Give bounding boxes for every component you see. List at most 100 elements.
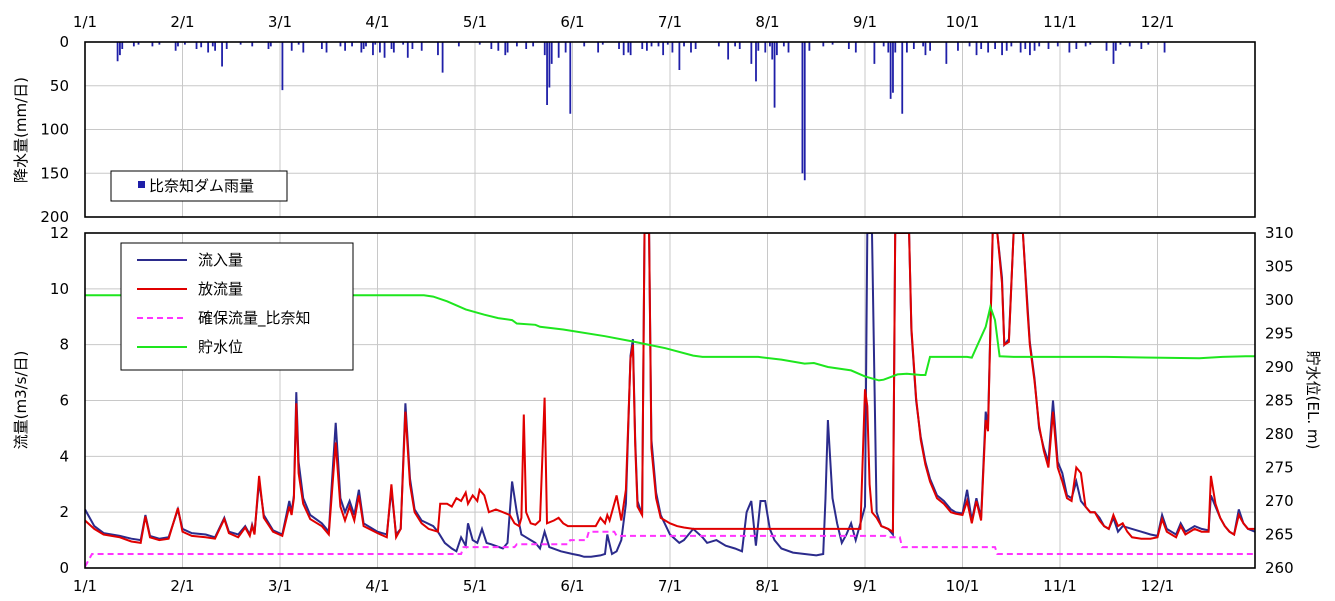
- rain-bar: [441, 42, 444, 73]
- rain-bar: [987, 42, 990, 53]
- bottom-xtick-label: 9/1: [853, 577, 877, 595]
- rain-bar: [1112, 42, 1115, 64]
- rain-bar: [1029, 42, 1031, 56]
- rain-bar: [892, 42, 894, 93]
- rain-bar: [641, 42, 644, 49]
- rain-bar: [901, 42, 904, 114]
- rain-bar: [184, 42, 186, 45]
- bottom-ytick-label: 2: [59, 503, 69, 521]
- rain-bar: [207, 42, 210, 53]
- bottom-ytick-label: 4: [59, 447, 69, 465]
- top-xtick-label: 4/1: [365, 13, 389, 31]
- rain-bar: [269, 42, 272, 47]
- top-plot-frame: [84, 41, 1256, 218]
- rain-bar: [297, 42, 300, 45]
- rain-bar: [622, 42, 625, 56]
- rain-bar: [325, 42, 328, 53]
- rain-bar: [504, 42, 507, 56]
- rain-bar: [281, 42, 284, 91]
- rain-bar: [177, 42, 179, 47]
- bottom-y2tick-label: 305: [1265, 258, 1294, 276]
- rain-bar: [1084, 42, 1087, 47]
- rain-bar: [801, 42, 804, 174]
- rain-bar: [1038, 42, 1041, 47]
- top-xtick-label: 11/1: [1043, 13, 1077, 31]
- rain-bar: [645, 42, 648, 51]
- rain-bar: [957, 42, 959, 51]
- rain-bar: [506, 42, 509, 53]
- rain-bar: [1068, 42, 1071, 53]
- top-xtick-label: 3/1: [268, 13, 292, 31]
- rain-legend: 比奈知ダム雨量: [110, 170, 288, 202]
- rain-bar: [764, 42, 767, 53]
- rain-bar: [411, 42, 414, 49]
- rain-bar: [497, 42, 500, 51]
- rain-bar: [922, 42, 925, 47]
- rain-bar: [755, 42, 757, 82]
- bottom-xtick-label: 4/1: [365, 577, 389, 595]
- rain-bar: [158, 42, 161, 45]
- rain-bar: [771, 42, 774, 60]
- rain-bar: [727, 42, 730, 60]
- rain-bar: [548, 42, 551, 88]
- rain-bar: [420, 42, 423, 51]
- rain-bar: [546, 42, 548, 105]
- bottom-y2tick-label: 265: [1265, 526, 1294, 544]
- bottom-y2tick-label: 260: [1265, 559, 1294, 577]
- rain-bar: [618, 42, 620, 49]
- rain-bar: [1047, 42, 1050, 49]
- rain-bar: [775, 42, 778, 56]
- rain-bar: [214, 42, 216, 51]
- rain-bar: [225, 42, 228, 49]
- bottom-xtick-label: 8/1: [755, 577, 779, 595]
- bottom-xtick-label: 10/1: [946, 577, 980, 595]
- flow-legend-label: 流入量: [198, 251, 243, 269]
- rain-bar: [1119, 42, 1122, 45]
- rain-bar: [782, 42, 785, 47]
- rain-bar: [924, 42, 927, 56]
- rain-bar: [339, 42, 342, 47]
- rain-bar: [550, 42, 553, 64]
- top-xtick-label: 12/1: [1141, 13, 1175, 31]
- rain-bar: [666, 42, 669, 45]
- top-xtick-label: 1/1: [73, 13, 97, 31]
- rain-bar: [734, 42, 736, 47]
- rain-bar: [650, 42, 653, 47]
- rain-bar: [1005, 42, 1008, 51]
- flow-legend-label: 貯水位: [198, 338, 243, 356]
- bottom-y2tick-label: 300: [1265, 291, 1294, 309]
- flow-legend-label: 確保流量_比奈知: [198, 309, 311, 328]
- rain-bar: [379, 42, 381, 53]
- rain-bar: [657, 42, 660, 47]
- rain-bar: [360, 42, 363, 53]
- bottom-ytick-label: 10: [50, 280, 69, 298]
- rain-bar: [390, 42, 393, 49]
- rain-bar: [267, 42, 270, 49]
- rain-bar: [1128, 42, 1131, 47]
- rain-bar: [132, 42, 135, 47]
- rain-bar: [847, 42, 850, 49]
- rain-bar: [873, 42, 876, 64]
- rain-bar: [694, 42, 697, 49]
- top-ytick-label: 50: [50, 77, 69, 95]
- rain-bar: [532, 42, 535, 47]
- rain-bar: [116, 42, 119, 62]
- rain-bar: [975, 42, 978, 56]
- rain-bar: [1024, 42, 1027, 49]
- rain-bar: [478, 42, 481, 45]
- flow-legend-box: [120, 242, 354, 371]
- rain-bar: [200, 42, 203, 48]
- bottom-ytick-label: 8: [59, 336, 69, 354]
- rain-bar: [195, 42, 198, 49]
- rain-bar: [773, 42, 776, 108]
- top-xtick-label: 5/1: [463, 13, 487, 31]
- rain-bar: [597, 42, 600, 53]
- rain-bar: [882, 42, 885, 47]
- rain-legend-swatch: [138, 181, 145, 188]
- rain-bar: [1056, 42, 1059, 47]
- rain-bar: [320, 42, 323, 49]
- bottom-y2tick-label: 295: [1265, 325, 1294, 343]
- rain-bar: [1114, 42, 1117, 51]
